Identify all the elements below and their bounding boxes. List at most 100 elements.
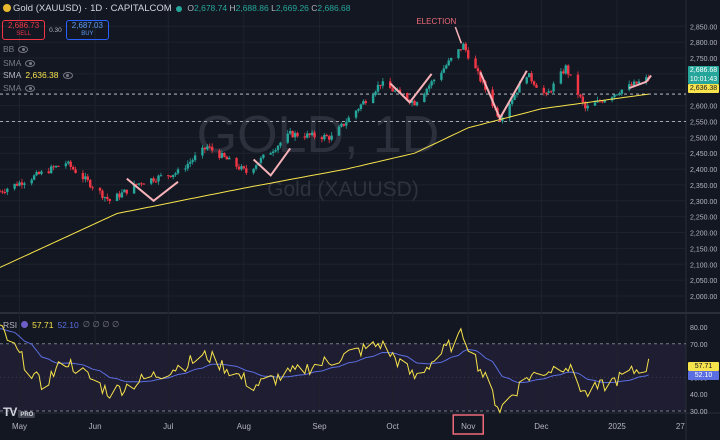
candle-body [159,175,163,177]
candle-body [140,183,143,185]
candle-body [479,71,482,82]
price-tick-label: 2,000.00 [690,294,717,301]
sma-price-tag: 2,636.38 [688,84,719,93]
candle-body [525,77,528,84]
candle-body [359,104,363,109]
candle-body [584,102,587,109]
candle-body [201,147,204,156]
candle-body [515,92,519,95]
sell-button[interactable]: 2,686.73 SELL [2,20,46,40]
watermark-subtitle: Gold (XAUUSD) [267,178,419,201]
time-axis-label-aug: Aug [237,422,251,431]
candle-body [449,57,453,61]
candle-body [476,68,480,72]
candle-body [47,171,50,174]
rsi-settings-icon[interactable] [21,321,29,328]
candle-body [579,94,582,97]
eye-icon[interactable] [25,84,36,92]
candle-body [406,92,409,101]
candle-body [410,100,414,103]
candle-body [542,87,546,93]
candle-body [98,187,102,191]
candle-body [286,133,289,143]
candle-body [218,150,221,158]
candle-body [320,137,324,140]
candle-body [57,165,60,167]
candle-body [562,71,565,74]
candle-body [532,81,536,85]
last-price-tag: 2,686.68 10:01:43 [688,66,719,84]
candle-body [491,89,494,106]
candle-body [1,191,4,193]
candle-body [269,153,272,155]
candle-body [306,133,309,138]
candle-body [186,163,189,169]
candle-body [125,189,129,194]
candle-body [645,77,648,82]
rsi-tick-label: 40.00 [690,392,708,399]
candle-body [618,93,621,95]
candle-body [425,88,428,94]
candle-body [91,187,94,189]
candle-body [586,105,589,109]
candle-body [142,183,146,185]
price-tick-label: 2,750.00 [690,56,717,63]
eye-icon[interactable] [62,71,73,79]
candle-body [3,192,7,194]
candle-body [635,81,638,84]
candle-body [362,101,365,105]
eye-icon[interactable] [25,59,36,67]
price-tick-label: 2,250.00 [690,215,717,222]
candle-body [481,81,485,83]
candle-body [325,135,328,137]
rsi-ma-line [0,328,649,384]
candle-body [569,74,572,76]
candle-body [208,146,211,148]
price-tick-label: 2,050.00 [690,278,717,285]
time-axis-label-jun: Jun [89,422,102,431]
candle-body [567,65,570,75]
candle-body [354,110,358,118]
rsi-pane-bg [0,314,686,413]
candle-body [391,88,394,92]
candle-body [376,84,380,92]
candle-body [176,169,180,174]
candle-body [135,183,138,185]
candle-body [137,183,141,185]
candle-body [193,155,197,161]
tradingview-logo[interactable]: TV PRO [3,405,36,419]
time-axis-label-27: 27 [676,422,685,431]
time-axis-label-may: May [12,422,27,431]
candle-body [593,102,597,106]
candle-body [37,172,41,175]
candle-body [462,43,465,50]
candle-body [310,132,314,136]
watermark-title: GOLD, 1D [197,106,440,164]
candle-body [18,182,21,186]
market-status-icon [176,5,182,12]
candle-body [464,43,467,51]
candle-body [627,84,631,90]
symbol-title[interactable]: Gold (XAUUSD) · 1D · CAPITALCOM [3,3,172,14]
indicator-sma-2[interactable]: SMA 2,636.38 [3,70,73,80]
price-tick-label: 2,400.00 [690,167,717,174]
candle-body [210,146,214,151]
candle-body [552,83,555,92]
candle-body [191,160,194,162]
time-axis-label-sep: Sep [312,422,327,431]
candle-body [274,150,277,152]
time-axis-label-dec: Dec [534,422,548,431]
candle-body [89,180,92,188]
candle-body [637,81,641,84]
candle-body [549,91,553,93]
indicator-bb[interactable]: BB [3,44,29,54]
price-tick-label: 2,350.00 [690,183,717,190]
eye-icon[interactable] [18,45,29,53]
indicator-sma-3[interactable]: SMA [3,83,36,93]
candle-body [245,168,248,173]
indicator-sma-1[interactable]: SMA [3,58,36,68]
buy-button[interactable]: 2,687.03 BUY [65,20,109,40]
rsi-legend[interactable]: RSI 57.71 52.10 ∅ ∅ ∅ ∅ [3,319,120,330]
candle-body [374,91,377,95]
